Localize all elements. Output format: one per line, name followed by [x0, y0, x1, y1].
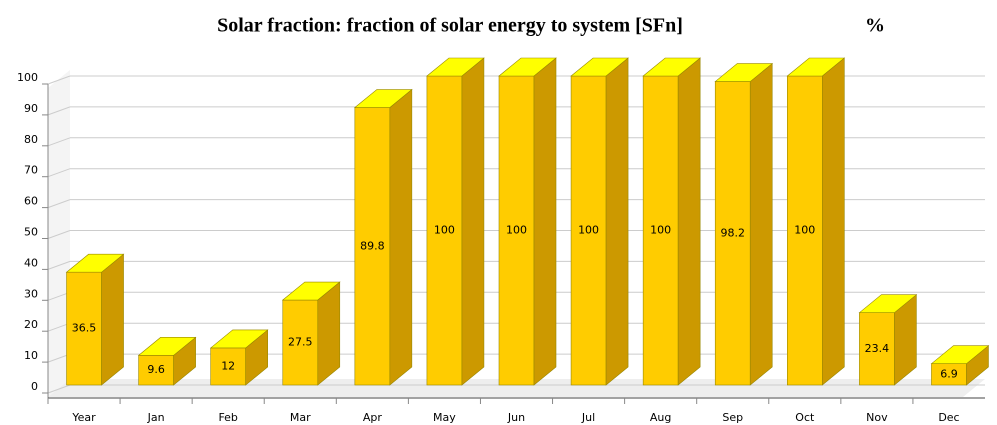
wall-grid-line — [47, 137, 71, 147]
wall-grid-line — [47, 75, 71, 85]
bar-side — [822, 57, 845, 386]
y-tick-label: 70 — [24, 164, 38, 177]
x-tick-label: Apr — [363, 411, 383, 424]
x-tick-label: Jan — [147, 411, 165, 424]
y-tick-label: 50 — [24, 226, 38, 239]
bar — [426, 75, 463, 386]
value-label: 100 — [434, 224, 455, 237]
bar-side — [749, 62, 773, 386]
x-tick-label: Jun — [507, 411, 525, 424]
value-label: 98.2 — [720, 226, 745, 239]
bar-top — [498, 57, 557, 77]
x-tick-label: Mar — [290, 411, 311, 424]
y-tick-label: 30 — [24, 287, 38, 300]
y-tick-label: 90 — [24, 102, 38, 115]
y-tick-label: 10 — [24, 349, 38, 362]
x-tick-label: Year — [71, 411, 96, 424]
chart-title: Solar fraction: fraction of solar energy… — [217, 15, 683, 37]
wall-grid-line — [47, 260, 71, 270]
y-tick-label: 60 — [24, 195, 38, 208]
value-label: 89.8 — [360, 239, 385, 252]
unit-label: % — [865, 15, 885, 37]
y-tick-label: 0 — [31, 380, 38, 393]
bar-top — [570, 57, 629, 77]
bar — [354, 107, 391, 386]
value-label: 100 — [650, 224, 671, 237]
x-tick-label: Dec — [938, 411, 959, 424]
bar-side — [605, 57, 629, 386]
value-label: 27.5 — [288, 336, 313, 349]
wall-grid-line — [47, 384, 71, 394]
bar — [210, 347, 246, 386]
wall-grid-line — [47, 106, 71, 116]
value-label: 100 — [794, 224, 815, 237]
x-tick-label: Nov — [866, 411, 888, 424]
bar-side — [677, 57, 701, 386]
x-tick-label: Oct — [795, 411, 815, 424]
bar — [282, 299, 319, 386]
bar-top — [65, 253, 125, 273]
bar-top — [642, 57, 701, 77]
bar-side — [101, 253, 124, 386]
x-tick-label: Aug — [650, 411, 671, 424]
bar-top — [137, 337, 197, 356]
value-label: 9.6 — [147, 363, 165, 376]
left-wall — [48, 70, 70, 397]
value-label: 6.9 — [940, 367, 958, 380]
y-tick-label: 100 — [17, 71, 38, 84]
bar — [66, 271, 102, 386]
y-tick-label: 40 — [24, 256, 38, 269]
bar-top — [426, 57, 485, 77]
wall-grid-line — [47, 199, 71, 209]
bar — [570, 75, 607, 386]
value-label: 23.4 — [865, 342, 890, 355]
x-tick-label: Feb — [218, 411, 237, 424]
x-tick-label: Jul — [581, 411, 595, 424]
bar-top — [209, 329, 269, 349]
bar — [498, 75, 535, 386]
bar — [859, 312, 895, 386]
x-tick-label: May — [433, 411, 456, 424]
bar-top — [354, 89, 413, 108]
bar-side — [461, 57, 485, 386]
bar-top — [281, 281, 341, 301]
value-label: 100 — [506, 224, 527, 237]
bar-top — [714, 63, 774, 82]
bar-side — [389, 88, 413, 386]
y-tick-label: 20 — [24, 318, 38, 331]
value-label: 36.5 — [72, 322, 97, 335]
value-label: 12 — [221, 359, 235, 372]
bar-top — [786, 57, 846, 77]
wall-grid-line — [47, 230, 71, 239]
bar — [714, 81, 751, 386]
bar-top — [858, 294, 918, 313]
wall-grid-line — [47, 168, 71, 178]
x-tick-label: Sep — [722, 411, 743, 424]
value-label: 100 — [578, 224, 599, 237]
bar — [642, 75, 679, 386]
bar-top — [930, 345, 990, 364]
bar-side — [533, 57, 557, 386]
y-tick-label: 80 — [24, 133, 38, 146]
